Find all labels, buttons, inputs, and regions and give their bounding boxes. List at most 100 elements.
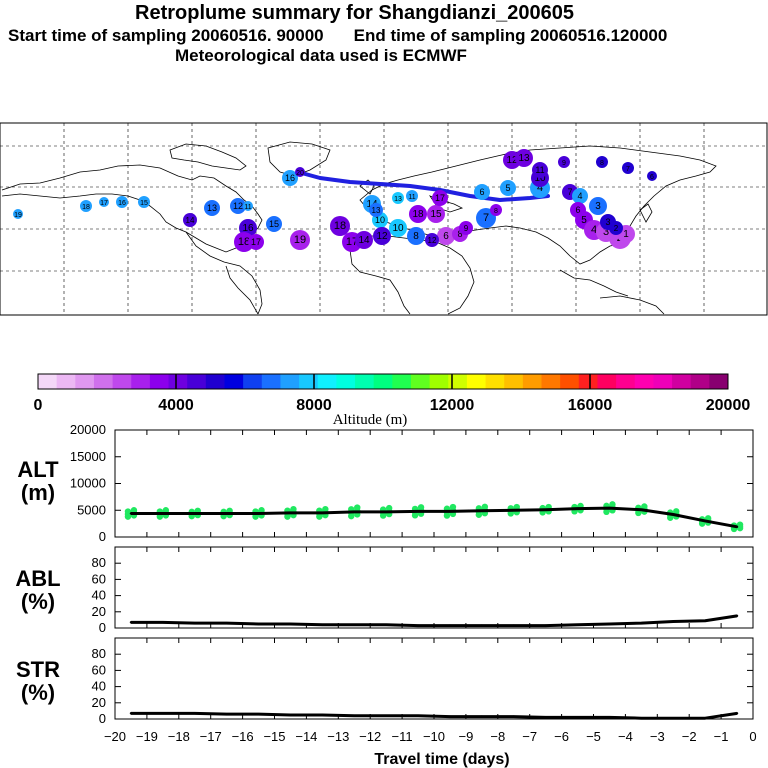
- colorbar-swatch: [205, 374, 225, 389]
- x-tick-label: −18: [168, 729, 190, 744]
- trajectory-point: 5: [500, 180, 516, 196]
- altitude-scatter-point: [322, 505, 329, 513]
- colorbar-swatch: [653, 374, 673, 389]
- series-point: [703, 716, 707, 720]
- series-point: [289, 622, 292, 626]
- met-data-note: Meteorological data used is ECMWF: [175, 46, 467, 65]
- series-point: [289, 713, 292, 717]
- trajectory-point-label: 14: [358, 235, 370, 246]
- trajectory-point: 15: [427, 205, 445, 223]
- trajectory-point-marker: [596, 156, 608, 168]
- trajectory-point-label: 10: [375, 215, 385, 225]
- series-point: [225, 621, 228, 625]
- x-tick-label: −14: [295, 729, 317, 744]
- start-time: Start time of sampling 20060516. 90000: [8, 26, 324, 45]
- trajectory-point: 2: [609, 221, 623, 235]
- altitude-scatter-point: [162, 507, 170, 514]
- trajectory-point: 11: [406, 190, 418, 202]
- trajectory-point: 15: [138, 196, 150, 208]
- panel-ylabel-bottom: (%): [21, 589, 55, 614]
- trajectory-point-marker: [425, 233, 439, 247]
- y-tick-label: 20000: [70, 422, 106, 437]
- trajectory-point-label: 6: [650, 174, 654, 181]
- altitude-scatter-point: [258, 507, 265, 514]
- y-tick-label: 60: [92, 571, 106, 586]
- colorbar-swatch: [541, 374, 561, 389]
- trajectory-point-label: 16: [242, 223, 254, 234]
- series-point: [448, 624, 452, 627]
- trajectory-point-marker: [572, 188, 588, 204]
- panel-frame: [114, 546, 754, 629]
- y-tick-label: 0: [99, 529, 106, 544]
- trajectory-point-marker: [138, 196, 150, 208]
- series-point: [161, 512, 165, 515]
- trajectory-point: 20: [295, 167, 305, 177]
- trajectory-point: 11: [243, 201, 253, 211]
- x-axis-title: Travel time (days): [374, 751, 509, 768]
- series-line: [130, 614, 738, 628]
- y-tick-label: 80: [92, 646, 106, 661]
- altitude-scatter-point: [609, 501, 616, 508]
- trajectory-point-label: 5: [505, 183, 510, 193]
- series-point: [480, 715, 484, 718]
- colorbar-swatch: [578, 374, 598, 389]
- trajectory-point-label: 10: [534, 173, 546, 184]
- trajectory-point: 3: [589, 197, 607, 215]
- trajectory-point: 8: [596, 156, 608, 168]
- colorbar-swatch: [56, 374, 76, 389]
- altitude-scatter-point: [417, 504, 425, 511]
- series-point: [257, 512, 260, 515]
- trajectory-point-label: 7: [483, 212, 489, 224]
- trajectory-point: 12: [230, 198, 246, 214]
- series-point: [512, 624, 515, 627]
- trajectory-point-label: 13: [518, 153, 530, 164]
- colorbar-tick-label: 16000: [568, 397, 613, 414]
- altitude-scatter-point: [385, 504, 393, 512]
- trajectory-point-marker: [622, 162, 634, 174]
- end-time: End time of sampling 20060516.120000: [353, 26, 668, 45]
- colorbar-swatch: [187, 374, 207, 389]
- x-tick-label: −16: [232, 729, 254, 744]
- trajectory-point-marker: [282, 170, 298, 186]
- trajectory-point: 18: [234, 232, 254, 252]
- series-point: [544, 508, 547, 511]
- series-point: [384, 623, 388, 626]
- series-point: [353, 714, 356, 717]
- trajectory-point: 8: [490, 204, 502, 216]
- trajectory-point-marker: [437, 227, 455, 245]
- series-line: [130, 711, 738, 720]
- trajectory-point-label: 8: [600, 160, 604, 167]
- colorbar-tick-label: 8000: [296, 397, 332, 414]
- trajectory-point-marker: [532, 162, 548, 178]
- y-tick-label: 0: [99, 711, 106, 726]
- plume-centroids: 1918171615141312111516181719162018141013…: [13, 149, 657, 252]
- series-point: [640, 621, 643, 625]
- trajectory-point: 16: [282, 170, 298, 186]
- trajectory-point-marker: [474, 184, 490, 200]
- series-point: [735, 525, 739, 529]
- series-point: [321, 623, 324, 626]
- map-panel: 1918171615141312111516181719162018141013…: [0, 122, 768, 316]
- colorbar-swatch: [317, 374, 337, 389]
- altitude-scatter-point: [736, 521, 744, 528]
- panel-ylabel-bottom: (%): [21, 680, 55, 705]
- trajectory-point: 12: [425, 233, 439, 247]
- trajectory-point-label: 16: [285, 173, 295, 183]
- colorbar-swatch: [373, 374, 393, 389]
- trajectory-point: 19: [290, 230, 310, 250]
- y-tick-label: 20: [92, 604, 106, 619]
- x-tick-label: −9: [458, 729, 473, 744]
- trajectory-point: 17: [432, 190, 448, 206]
- x-tick-label: −13: [327, 729, 349, 744]
- colorbar-tick-label: 20000: [706, 397, 751, 414]
- trajectory-point-marker: [369, 203, 383, 217]
- y-tick-label: 80: [92, 555, 106, 570]
- trajectory-point: 16: [116, 196, 128, 208]
- x-tick-label: −8: [490, 729, 505, 744]
- trajectory-point-marker: [243, 201, 253, 211]
- colorbar-swatch: [149, 374, 170, 389]
- trajectory-point: 9: [459, 221, 473, 235]
- colorbar-axis-label: Altitude (m): [333, 412, 408, 428]
- trajectory-point-marker: [230, 198, 246, 214]
